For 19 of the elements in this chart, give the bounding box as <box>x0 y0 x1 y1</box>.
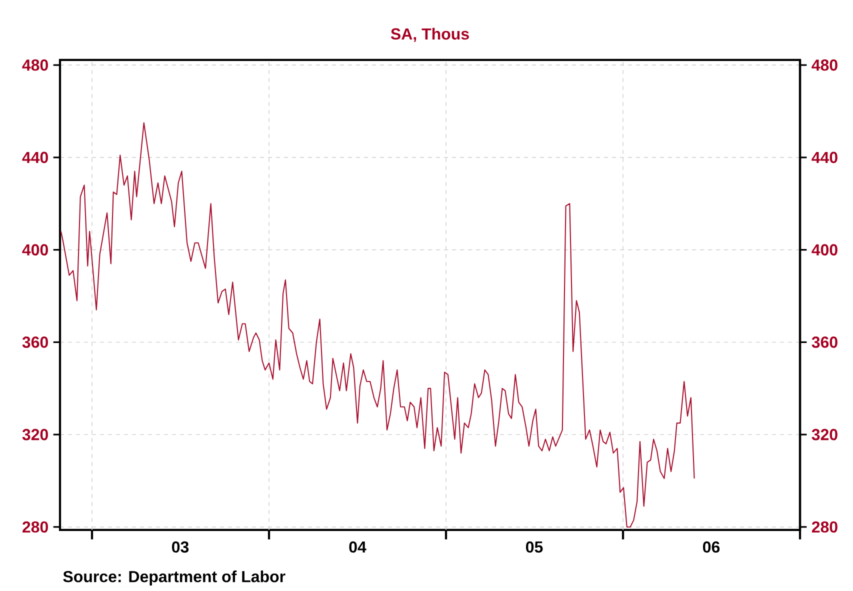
y-tick-label: 440 <box>22 152 48 164</box>
y2-tick-label: 320 <box>812 428 838 440</box>
y-tick-label: 320 <box>22 428 48 440</box>
x-tick-label: 03 <box>172 541 189 553</box>
source-note: Source: Department of Labor <box>63 570 286 586</box>
y-tick-label: 360 <box>22 336 48 348</box>
y2-tick-label: 280 <box>812 521 838 533</box>
y2-tick-label: 360 <box>812 336 838 348</box>
y-tick-label: 400 <box>22 244 48 256</box>
y2-tick-label: 400 <box>812 244 838 256</box>
chart-title: SA, Thous <box>390 28 469 42</box>
y-tick-label: 480 <box>22 59 48 71</box>
x-tick-label: 06 <box>702 541 720 553</box>
x-tick-label: 04 <box>349 541 366 553</box>
y2-tick-label: 480 <box>812 59 838 71</box>
y2-tick-label: 440 <box>812 152 838 164</box>
x-tick-label: 05 <box>526 541 543 553</box>
y-tick-label: 280 <box>22 521 48 533</box>
line-series <box>60 122 695 528</box>
